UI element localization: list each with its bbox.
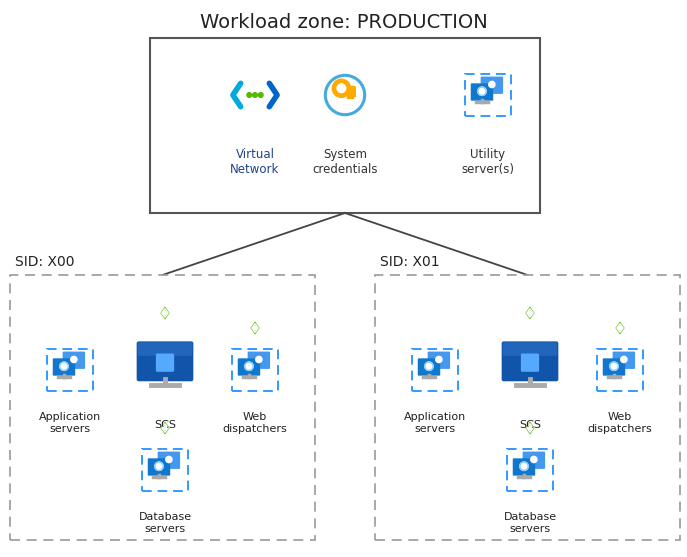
Circle shape	[254, 326, 256, 329]
Circle shape	[618, 326, 622, 329]
Circle shape	[326, 75, 365, 115]
Circle shape	[621, 356, 627, 363]
Polygon shape	[524, 305, 536, 321]
FancyBboxPatch shape	[53, 358, 75, 375]
Text: Workload zone: PRODUCTION: Workload zone: PRODUCTION	[200, 12, 487, 32]
FancyBboxPatch shape	[137, 341, 193, 382]
Circle shape	[164, 427, 166, 429]
FancyBboxPatch shape	[502, 341, 559, 382]
Bar	[142, 449, 188, 491]
Bar	[47, 349, 93, 391]
FancyBboxPatch shape	[613, 351, 635, 369]
Bar	[596, 349, 644, 391]
FancyBboxPatch shape	[523, 452, 545, 469]
Circle shape	[71, 356, 77, 363]
Bar	[506, 449, 554, 491]
FancyBboxPatch shape	[238, 358, 260, 375]
Circle shape	[488, 81, 495, 87]
Text: SID: X01: SID: X01	[380, 255, 440, 269]
Bar	[412, 349, 458, 391]
Polygon shape	[249, 320, 261, 336]
Text: Web
dispatchers: Web dispatchers	[587, 412, 653, 433]
Bar	[10, 275, 315, 540]
Circle shape	[253, 92, 258, 97]
Circle shape	[60, 362, 68, 370]
Circle shape	[247, 92, 251, 97]
Circle shape	[166, 456, 172, 463]
FancyBboxPatch shape	[513, 458, 535, 476]
Text: Web
dispatchers: Web dispatchers	[223, 412, 287, 433]
FancyBboxPatch shape	[427, 351, 450, 369]
Circle shape	[256, 356, 262, 363]
FancyBboxPatch shape	[418, 358, 440, 375]
Circle shape	[528, 427, 532, 429]
Circle shape	[245, 362, 253, 370]
Polygon shape	[614, 320, 626, 336]
Text: SCS: SCS	[154, 420, 176, 430]
Circle shape	[478, 87, 486, 95]
FancyBboxPatch shape	[137, 343, 192, 356]
Bar	[375, 275, 680, 540]
FancyBboxPatch shape	[156, 354, 174, 372]
Circle shape	[425, 362, 433, 370]
Circle shape	[436, 356, 442, 363]
FancyBboxPatch shape	[602, 358, 625, 375]
Circle shape	[528, 311, 532, 314]
Circle shape	[333, 79, 350, 97]
FancyBboxPatch shape	[63, 351, 85, 369]
FancyBboxPatch shape	[471, 84, 493, 101]
FancyBboxPatch shape	[503, 343, 557, 356]
Polygon shape	[524, 419, 536, 436]
Circle shape	[520, 462, 528, 471]
FancyBboxPatch shape	[157, 452, 180, 469]
Text: SCS: SCS	[519, 420, 541, 430]
FancyBboxPatch shape	[148, 458, 170, 476]
Circle shape	[258, 92, 263, 97]
Text: Application
servers: Application servers	[39, 412, 101, 433]
Bar	[150, 38, 540, 213]
Circle shape	[610, 362, 618, 370]
FancyBboxPatch shape	[247, 351, 270, 369]
Text: SID: X00: SID: X00	[15, 255, 74, 269]
Circle shape	[337, 84, 346, 92]
Text: System
credentials: System credentials	[313, 148, 378, 176]
Circle shape	[164, 311, 166, 314]
Text: Virtual
Network: Virtual Network	[230, 148, 280, 176]
FancyBboxPatch shape	[481, 76, 503, 94]
Text: Application
servers: Application servers	[404, 412, 466, 433]
FancyBboxPatch shape	[521, 354, 539, 372]
Text: Database
servers: Database servers	[504, 512, 556, 534]
Bar	[464, 74, 511, 116]
Polygon shape	[159, 305, 171, 321]
Circle shape	[155, 462, 163, 471]
Polygon shape	[159, 419, 171, 436]
Text: Database
servers: Database servers	[139, 512, 192, 534]
Circle shape	[531, 456, 537, 463]
Text: Utility
server(s): Utility server(s)	[462, 148, 515, 176]
Bar	[232, 349, 278, 391]
